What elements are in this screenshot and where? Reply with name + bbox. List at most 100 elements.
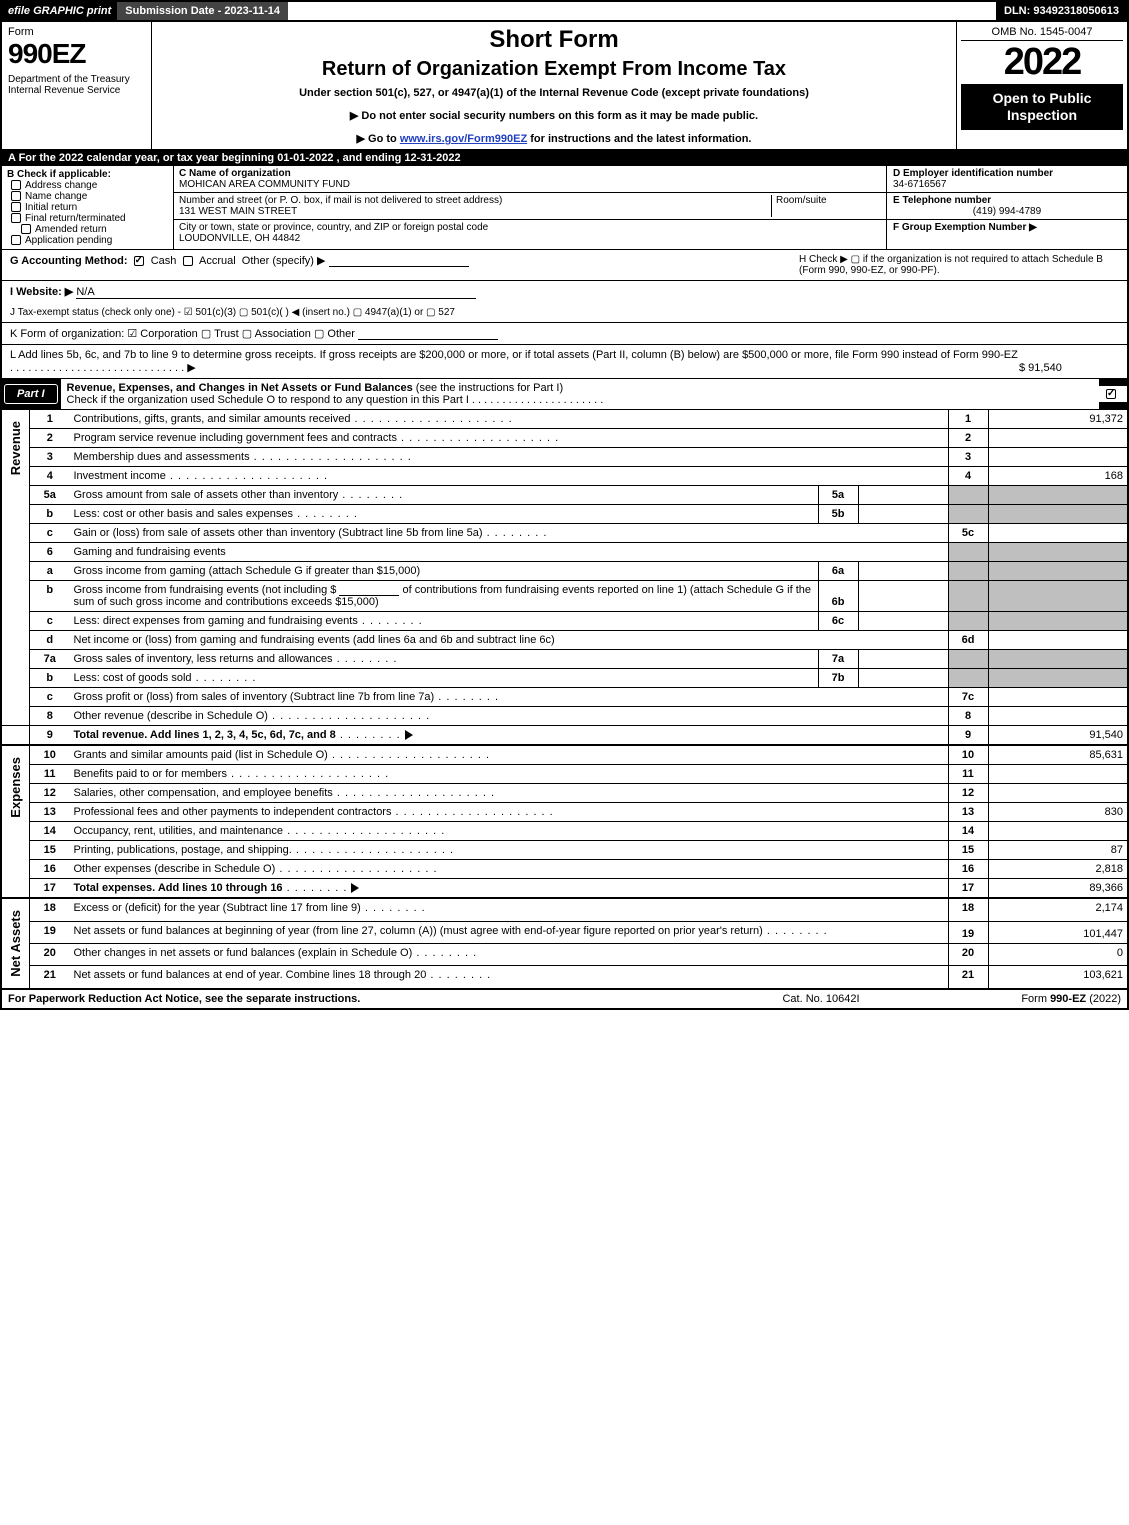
r20-rn: 20 [948, 943, 988, 965]
c-name-label: C Name of organization [179, 168, 291, 179]
chk-initial-return[interactable] [11, 202, 21, 212]
irs-link[interactable]: www.irs.gov/Form990EZ [400, 133, 527, 145]
header-middle: Short Form Return of Organization Exempt… [152, 22, 957, 149]
g-cash: Cash [151, 255, 177, 267]
c-street-label: Number and street (or P. O. box, if mail… [179, 195, 502, 206]
r17-rn: 17 [948, 879, 988, 899]
r21-num: 21 [30, 966, 70, 988]
r11-num: 11 [30, 765, 70, 784]
c-room-label: Room/suite [776, 195, 827, 206]
side-expenses: Expenses [1, 745, 30, 898]
website-value: N/A [76, 286, 476, 299]
chk-application-pending[interactable] [11, 235, 21, 245]
b-title: B Check if applicable: [7, 169, 111, 180]
part-i-checkbox-cell [1099, 386, 1127, 402]
b-opt-5: Application pending [25, 235, 112, 246]
g-accrual: Accrual [199, 255, 236, 267]
part-i-checkline: Check if the organization used Schedule … [67, 394, 604, 406]
r17-val: 89,366 [988, 879, 1128, 899]
row-17: 17 Total expenses. Add lines 10 through … [1, 879, 1128, 899]
r16-num: 16 [30, 860, 70, 879]
r10-val: 85,631 [988, 745, 1128, 765]
row-19: 19 Net assets or fund balances at beginn… [1, 921, 1128, 943]
r21-rn: 21 [948, 966, 988, 988]
r7c-num: c [30, 688, 70, 707]
r7b-rv-grey [988, 669, 1128, 688]
r5a-num: 5a [30, 486, 70, 505]
r15-rn: 15 [948, 841, 988, 860]
r5a-label: Gross amount from sale of assets other t… [70, 486, 819, 505]
part-i-title-bold: Revenue, Expenses, and Changes in Net As… [67, 382, 413, 394]
r14-num: 14 [30, 822, 70, 841]
open-public-badge: Open to Public Inspection [961, 84, 1123, 130]
r20-label: Other changes in net assets or fund bala… [70, 943, 949, 965]
r6c-rv-grey [988, 612, 1128, 631]
k-other-blank[interactable] [358, 328, 498, 340]
r5a-rn-grey [948, 486, 988, 505]
row-6c: c Less: direct expenses from gaming and … [1, 612, 1128, 631]
chk-name-change[interactable] [11, 191, 21, 201]
r2-rn: 2 [948, 429, 988, 448]
return-title: Return of Organization Exempt From Incom… [158, 58, 950, 81]
row-18: Net Assets 18 Excess or (deficit) for th… [1, 898, 1128, 921]
r11-rn: 11 [948, 765, 988, 784]
chk-final-return[interactable] [11, 213, 21, 223]
r7a-sv [858, 650, 948, 669]
r6-rv-grey [988, 543, 1128, 562]
r16-val: 2,818 [988, 860, 1128, 879]
section-c: C Name of organization MOHICAN AREA COMM… [174, 166, 887, 249]
arrow-line-1: ▶ Do not enter social security numbers o… [158, 109, 950, 122]
chk-cash[interactable] [134, 256, 144, 266]
footer-right: Form 990-EZ (2022) [921, 993, 1121, 1005]
r7b-sv [858, 669, 948, 688]
chk-address-change[interactable] [11, 180, 21, 190]
r6a-sv [858, 562, 948, 581]
footer-right-bold: 990-EZ [1050, 993, 1086, 1005]
r5b-rn-grey [948, 505, 988, 524]
r6b-blank[interactable] [339, 584, 399, 596]
r1-rn: 1 [948, 410, 988, 429]
r18-num: 18 [30, 898, 70, 921]
row-1: Revenue 1 Contributions, gifts, grants, … [1, 410, 1128, 429]
r17-label: Total expenses. Add lines 10 through 16 [70, 879, 949, 899]
chk-accrual[interactable] [183, 256, 193, 266]
efile-label: efile GRAPHIC print [2, 2, 117, 20]
r16-label: Other expenses (describe in Schedule O) [70, 860, 949, 879]
r6c-num: c [30, 612, 70, 631]
line-j: J Tax-exempt status (check only one) - ☑… [0, 303, 1129, 322]
r8-rn: 8 [948, 707, 988, 726]
r6d-val [988, 631, 1128, 650]
l-value: $ 91,540 [1019, 362, 1119, 374]
r15-num: 15 [30, 841, 70, 860]
row-15: 15 Printing, publications, postage, and … [1, 841, 1128, 860]
arrow-icon [405, 730, 413, 740]
chk-schedule-o[interactable] [1106, 389, 1116, 399]
r6b-num: b [30, 581, 70, 612]
section-g: G Accounting Method: Cash Accrual Other … [10, 254, 799, 276]
r7a-rn-grey [948, 650, 988, 669]
goto-post: for instructions and the latest informat… [527, 133, 751, 145]
r13-rn: 13 [948, 803, 988, 822]
g-other-blank[interactable] [329, 255, 469, 267]
row-4: 4 Investment income 4 168 [1, 467, 1128, 486]
row-5c: c Gain or (loss) from sale of assets oth… [1, 524, 1128, 543]
header-left: Form 990EZ Department of the Treasury In… [2, 22, 152, 149]
r8-val [988, 707, 1128, 726]
r6c-sn: 6c [818, 612, 858, 631]
r5b-rv-grey [988, 505, 1128, 524]
line-l: L Add lines 5b, 6c, and 7b to line 9 to … [0, 344, 1129, 378]
r7b-sn: 7b [818, 669, 858, 688]
section-b: B Check if applicable: Address change Na… [2, 166, 174, 249]
r6-num: 6 [30, 543, 70, 562]
chk-amended-return[interactable] [21, 224, 31, 234]
r1-num: 1 [30, 410, 70, 429]
r6b-rv-grey [988, 581, 1128, 612]
row-9: 9 Total revenue. Add lines 1, 2, 3, 4, 5… [1, 726, 1128, 746]
d-label: D Employer identification number [893, 168, 1053, 179]
page-footer: For Paperwork Reduction Act Notice, see … [0, 988, 1129, 1010]
goto-pre: ▶ Go to [357, 133, 400, 145]
r19-num: 19 [30, 921, 70, 943]
r10-label: Grants and similar amounts paid (list in… [70, 745, 949, 765]
arrow-icon [351, 883, 359, 893]
r5a-sn: 5a [818, 486, 858, 505]
